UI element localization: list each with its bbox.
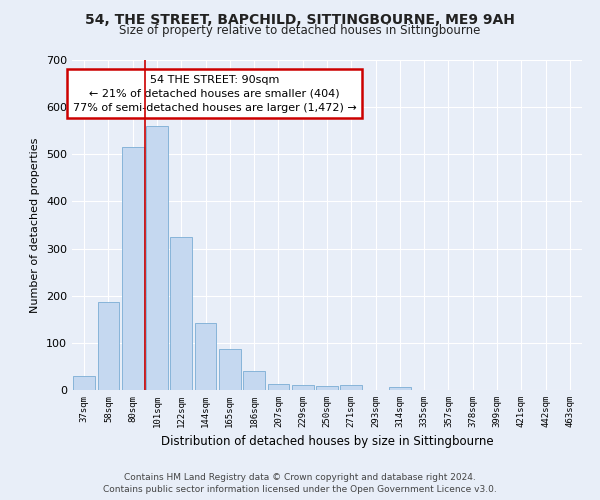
Bar	[194, 323, 217, 390]
Bar	[340, 386, 362, 390]
Bar	[292, 386, 314, 390]
X-axis label: Distribution of detached houses by size in Sittingbourne: Distribution of detached houses by size …	[161, 436, 493, 448]
Bar	[146, 126, 168, 390]
Bar	[122, 147, 143, 390]
Bar	[316, 386, 338, 390]
Bar	[170, 237, 192, 390]
Y-axis label: Number of detached properties: Number of detached properties	[31, 138, 40, 312]
Bar	[219, 349, 241, 390]
Bar	[268, 384, 289, 390]
Bar	[243, 371, 265, 390]
Text: Size of property relative to detached houses in Sittingbourne: Size of property relative to detached ho…	[119, 24, 481, 37]
Bar	[97, 302, 119, 390]
Text: Contains HM Land Registry data © Crown copyright and database right 2024.
Contai: Contains HM Land Registry data © Crown c…	[103, 473, 497, 494]
Bar	[389, 386, 411, 390]
Text: 54 THE STREET: 90sqm
← 21% of detached houses are smaller (404)
77% of semi-deta: 54 THE STREET: 90sqm ← 21% of detached h…	[73, 75, 356, 113]
Text: 54, THE STREET, BAPCHILD, SITTINGBOURNE, ME9 9AH: 54, THE STREET, BAPCHILD, SITTINGBOURNE,…	[85, 12, 515, 26]
Bar	[73, 376, 95, 390]
